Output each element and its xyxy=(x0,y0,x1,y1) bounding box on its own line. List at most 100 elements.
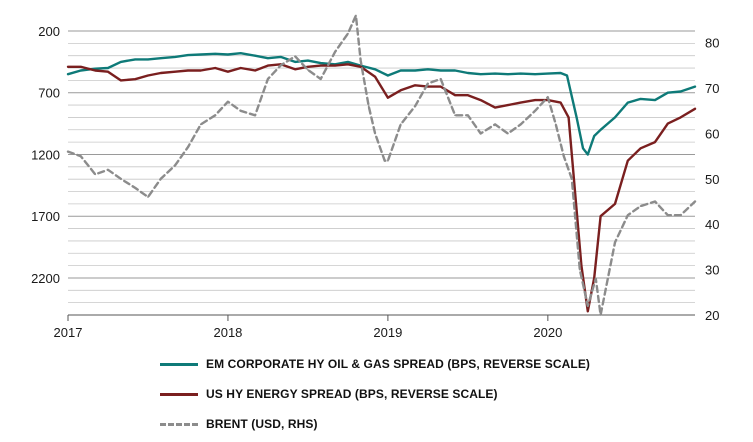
data-point xyxy=(319,62,322,64)
data-point xyxy=(399,69,402,72)
series-line-brent xyxy=(66,14,697,317)
data-point xyxy=(679,90,682,93)
series-layer xyxy=(66,14,697,317)
data-point xyxy=(494,72,496,75)
data-point xyxy=(254,69,256,72)
legend-swatch-em-spread xyxy=(160,362,198,366)
data-point xyxy=(479,73,482,76)
data-point xyxy=(227,100,229,103)
data-point xyxy=(107,70,109,73)
right-tick-label: 30 xyxy=(705,263,719,278)
data-point xyxy=(679,116,682,119)
data-point xyxy=(494,106,496,109)
data-point xyxy=(79,69,82,72)
data-point xyxy=(119,79,122,82)
left-tick-label: 200 xyxy=(38,24,60,39)
data-point xyxy=(79,65,82,68)
data-point xyxy=(467,114,469,117)
data-point xyxy=(359,59,362,62)
data-point xyxy=(147,74,149,77)
right-tick-label: 40 xyxy=(705,217,719,232)
data-point xyxy=(626,101,629,104)
data-point xyxy=(427,82,429,85)
x-tick-label: 2020 xyxy=(533,325,562,340)
data-point xyxy=(294,68,296,71)
data-point xyxy=(519,72,522,75)
data-point xyxy=(639,205,642,208)
data-point xyxy=(107,168,109,171)
data-point xyxy=(387,159,389,162)
data-point xyxy=(159,72,162,74)
data-point xyxy=(159,177,162,180)
data-point xyxy=(694,107,696,110)
data-point xyxy=(534,109,536,112)
data-point xyxy=(199,69,202,72)
data-point xyxy=(575,116,578,119)
data-point xyxy=(566,74,568,77)
left-tick-label: 700 xyxy=(38,86,60,101)
data-point xyxy=(227,53,229,56)
data-point xyxy=(626,159,629,162)
data-point xyxy=(254,114,256,117)
data-point xyxy=(134,58,137,61)
data-point xyxy=(374,132,376,135)
data-point xyxy=(294,55,296,58)
data-point xyxy=(439,85,442,88)
right-tick-label: 60 xyxy=(705,126,719,141)
data-point xyxy=(319,64,322,67)
data-point xyxy=(199,123,202,126)
data-point xyxy=(174,56,177,58)
data-point xyxy=(626,214,629,217)
data-point xyxy=(546,96,549,99)
legend-label-us-spread: US HY ENERGY SPREAD (BPS, REVERSE SCALE) xyxy=(206,387,498,401)
left-tick-label: 1200 xyxy=(31,147,60,162)
data-point xyxy=(546,72,549,75)
left-tick-label: 1700 xyxy=(31,209,60,224)
data-point xyxy=(399,123,402,126)
data-point xyxy=(267,57,269,60)
data-point xyxy=(594,277,597,280)
data-point xyxy=(187,146,189,149)
data-point xyxy=(559,72,562,74)
data-point xyxy=(387,96,389,99)
data-point xyxy=(187,69,189,72)
data-point xyxy=(214,67,217,69)
right-tick-label: 20 xyxy=(705,308,719,323)
data-point xyxy=(654,99,656,101)
data-point xyxy=(94,69,97,72)
data-point xyxy=(586,310,589,313)
data-point xyxy=(119,61,122,63)
data-point xyxy=(147,58,149,61)
right-tick-label: 80 xyxy=(705,36,719,51)
legend-label-em-spread: EM CORPORATE HY OIL & GAS SPREAD (BPS, R… xyxy=(206,357,591,371)
data-point xyxy=(694,85,696,88)
data-point xyxy=(599,215,602,218)
data-point xyxy=(307,69,309,71)
data-point xyxy=(414,84,416,87)
data-point xyxy=(174,164,177,167)
data-point xyxy=(454,114,456,117)
legend-item-us-spread: US HY ENERGY SPREAD (BPS, REVERSE SCALE) xyxy=(160,382,590,406)
data-point xyxy=(554,123,557,126)
data-point xyxy=(67,150,69,153)
right-tick-label: 70 xyxy=(705,81,719,96)
left-tick-label: 2200 xyxy=(31,271,60,286)
data-point xyxy=(494,123,496,126)
data-point xyxy=(467,94,469,97)
data-point xyxy=(439,69,442,72)
data-point xyxy=(174,70,177,73)
data-point xyxy=(694,200,696,203)
data-point xyxy=(267,78,269,80)
data-point xyxy=(159,57,162,60)
data-point xyxy=(614,203,616,205)
data-point xyxy=(307,65,309,68)
data-point xyxy=(479,99,482,101)
data-point xyxy=(570,177,573,180)
data-point xyxy=(654,141,656,144)
data-point xyxy=(639,98,642,100)
x-tick-label: 2019 xyxy=(373,325,402,340)
data-point xyxy=(267,64,269,67)
data-point xyxy=(383,159,386,162)
